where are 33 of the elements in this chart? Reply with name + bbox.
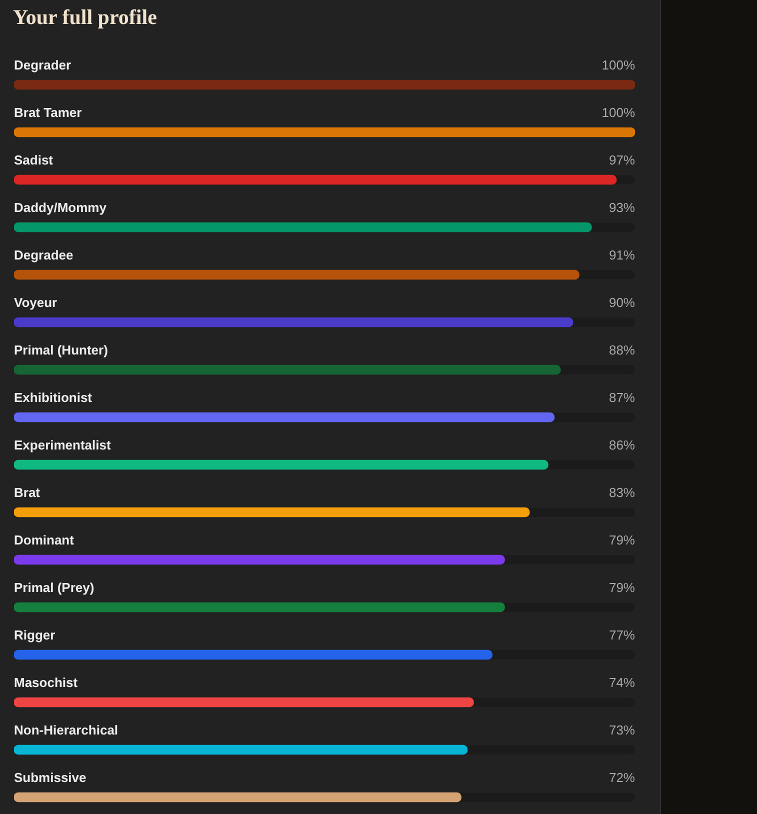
- y-tick-label: Primal (Hunter): [14, 342, 108, 358]
- data-label: 97%: [608, 152, 636, 168]
- y-tick-label: Voyeur: [14, 294, 58, 310]
- chart-title: Your full profile: [13, 5, 157, 30]
- data-label: 73%: [608, 722, 636, 738]
- data-label: 79%: [608, 532, 636, 548]
- y-tick-label: Non-Hierarchical: [14, 722, 118, 738]
- data-label: 79%: [608, 580, 636, 595]
- y-tick-label: Brat Tamer: [14, 104, 82, 120]
- y-tick-label: Rigger: [14, 627, 56, 642]
- y-tick-label: Degradee: [14, 247, 74, 262]
- y-tick-label: Degrader: [14, 57, 72, 72]
- data-label: 77%: [608, 627, 636, 642]
- y-tick-label: Submissive: [14, 770, 86, 785]
- data-label: 100%: [602, 104, 636, 120]
- y-tick-label: Dominant: [14, 532, 75, 548]
- data-label: 90%: [608, 294, 636, 310]
- data-label: 72%: [608, 770, 636, 785]
- data-label: 86%: [608, 437, 636, 452]
- y-tick-label: Primal (Prey): [14, 580, 94, 595]
- data-label: 88%: [608, 342, 636, 358]
- y-tick-label: Exhibitionist: [14, 390, 93, 405]
- data-label: 83%: [608, 484, 636, 500]
- y-tick-label: Daddy/Mommy: [14, 200, 108, 215]
- y-tick-label: Experimentalist: [14, 437, 112, 452]
- data-label: 93%: [608, 200, 636, 215]
- y-tick-label: Brat: [14, 484, 41, 500]
- data-label: 100%: [602, 57, 636, 72]
- y-tick-label: Masochist: [14, 674, 78, 690]
- data-label: 87%: [608, 390, 636, 405]
- y-tick-label: Sadist: [14, 152, 54, 168]
- data-label: 91%: [608, 247, 636, 262]
- data-label: 74%: [608, 674, 636, 690]
